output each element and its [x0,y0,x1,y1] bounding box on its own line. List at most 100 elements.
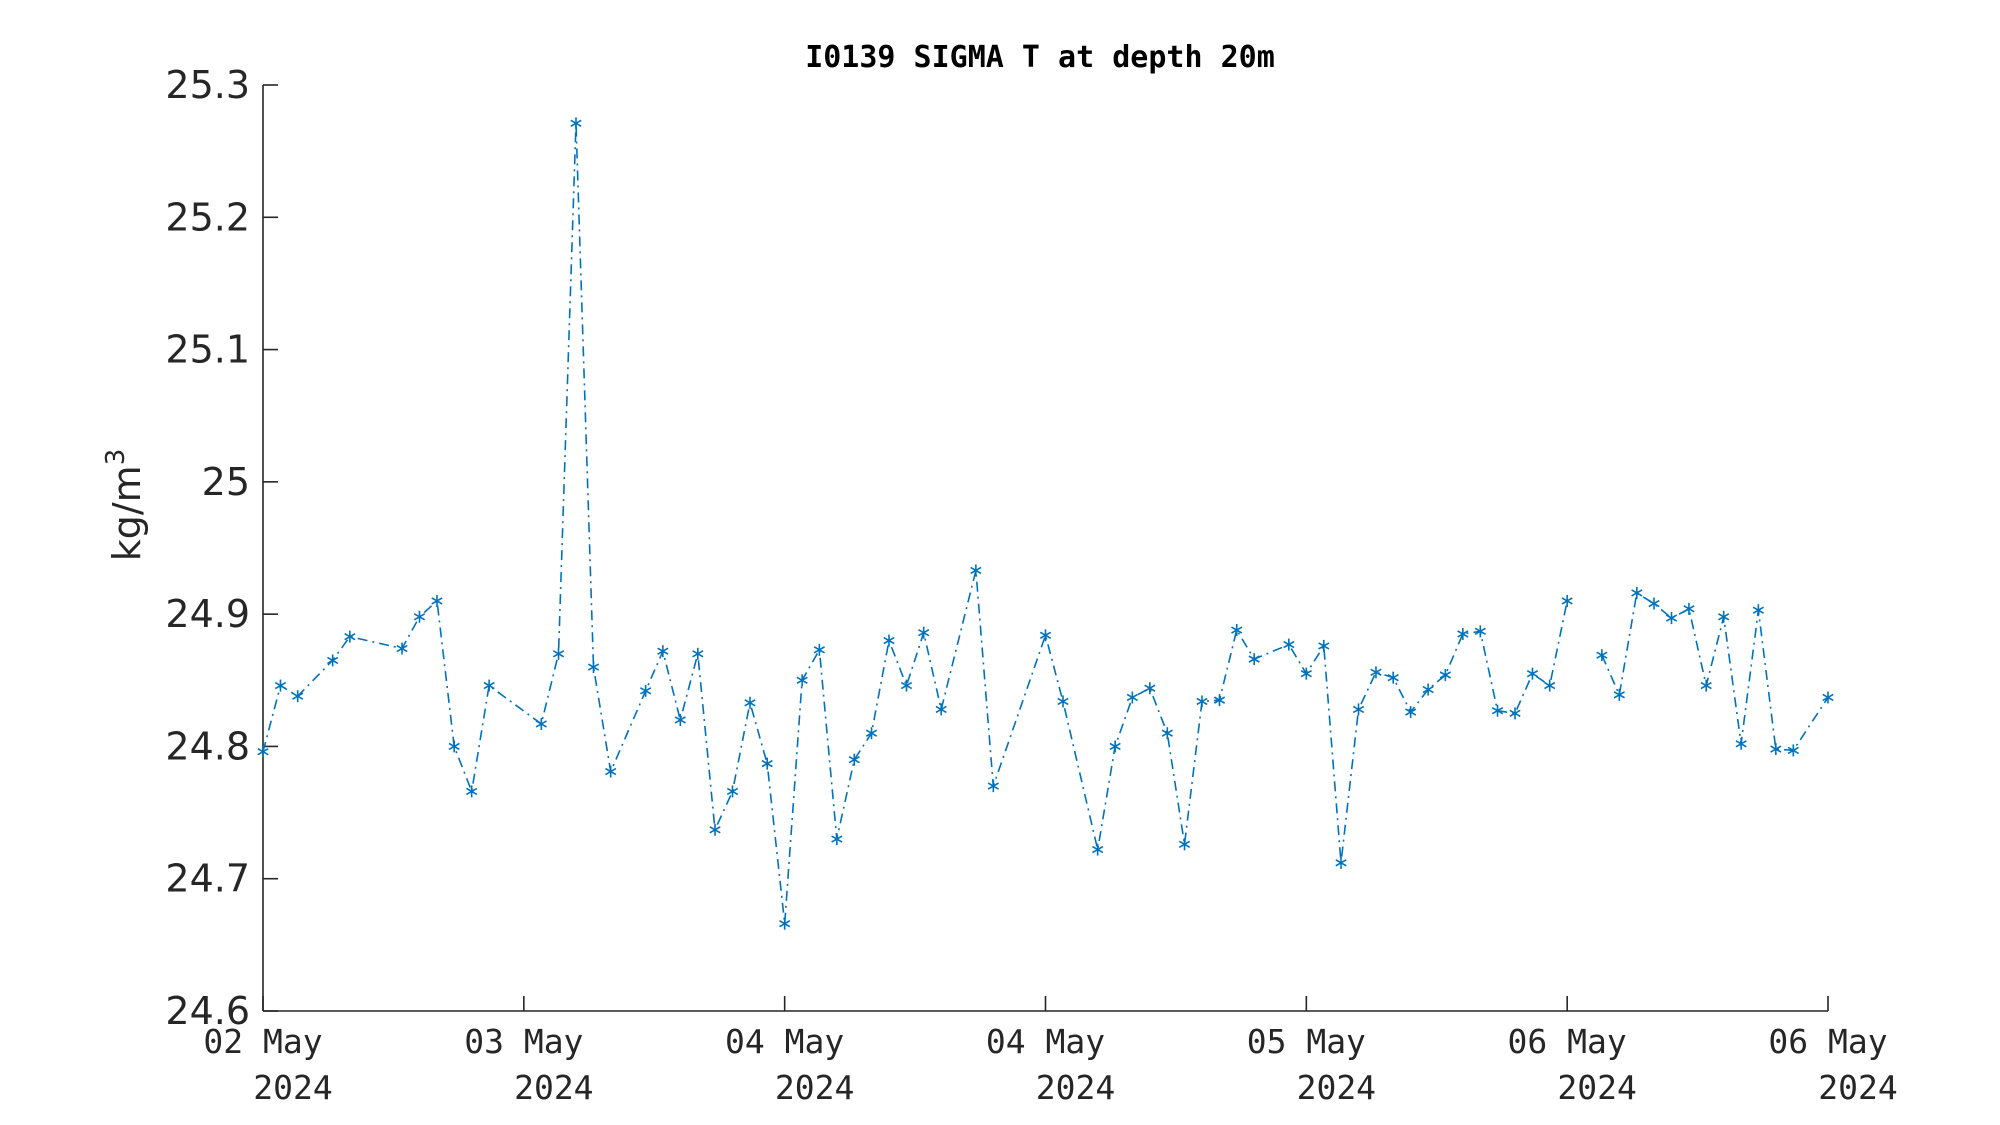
data-point [1439,668,1451,681]
data-point-stroke [1196,697,1208,706]
data-point-stroke [761,759,773,768]
y-tick-label: 25.2 [165,195,250,239]
data-point-stroke [692,650,704,658]
x-tick-label-date: 06 May [1508,1022,1627,1061]
x-tick-label-year: 2024 [253,1068,332,1107]
data-point [1631,586,1643,599]
data-point [1057,695,1069,708]
data-point [1109,740,1121,753]
data-point-stroke [605,767,617,776]
data-point [483,679,495,692]
data-point-stroke [918,628,930,637]
data-point [535,717,547,730]
data-point-stroke [1491,707,1504,715]
data-point [640,684,652,697]
data-point [883,634,895,647]
data-point-stroke [1683,605,1695,613]
data-point-stroke [1439,671,1451,679]
x-tick-label-date: 02 May [203,1022,322,1061]
data-point [1231,624,1243,637]
data-point [865,727,878,740]
data-point [570,117,582,130]
data-point-stroke [970,566,982,575]
data-point-stroke [987,782,999,790]
data-point-stroke [726,787,739,796]
data-point [396,642,408,655]
data-point [1787,744,1799,757]
data-point-stroke [1422,685,1434,694]
data-point [1648,597,1660,610]
data-point-stroke [1300,669,1312,678]
data-point [552,647,565,660]
data-point [1474,625,1486,638]
data-point-stroke [1335,859,1347,867]
data-point-stroke [1039,631,1052,640]
data-point [1770,743,1782,756]
data-point-stroke [1648,599,1660,608]
data-point [1822,691,1834,704]
data-point-stroke [1752,606,1764,614]
data-point-stroke [1352,705,1365,714]
data-point [796,674,808,687]
x-tick-label-date: 04 May [725,1022,844,1061]
data-point [1752,604,1764,617]
data-point [1613,688,1625,701]
data-point-stroke [1387,673,1399,682]
data-point [726,785,739,798]
data-point-stroke [1318,642,1330,650]
x-tick-label-year: 2024 [1818,1068,1897,1107]
data-point-stroke [1213,696,1226,704]
x-tick-label-year: 2024 [1557,1068,1636,1107]
data-point-stroke [1474,627,1486,636]
y-tick-label: 24.7 [165,857,250,901]
data-point [1248,653,1260,666]
data-point [1318,639,1330,652]
data-point [1718,610,1730,623]
data-point-stroke [640,687,652,695]
series-line [262,123,1568,924]
data-point-stroke [883,636,895,645]
data-point-stroke [1665,614,1678,622]
data-point-stroke [1057,697,1069,706]
data-series [257,117,1834,930]
data-point-stroke [274,681,287,690]
y-axis-label-unit: kg/m [105,465,149,561]
data-point-stroke [535,720,547,728]
data-point [1735,737,1747,750]
data-point [1178,838,1191,851]
y-tick-label: 24.8 [165,724,250,768]
data-point-stroke [466,787,478,796]
data-point-stroke [1370,668,1382,677]
x-tick-label-date: 03 May [464,1022,583,1061]
x-tick-label-year: 2024 [514,1068,593,1107]
data-point-stroke [431,597,443,605]
data-point [900,679,913,692]
data-point-stroke [413,613,426,621]
chart-title: I0139 SIGMA T at depth 20m [805,40,1275,75]
data-point-stroke [1544,681,1556,690]
series-line [1601,591,1829,752]
data-point-stroke [396,644,408,653]
data-point [587,661,600,674]
y-axis-ticks: 24.6 24.7 24.8 24.9 25 25.1 25.2 25.3 [165,63,278,1033]
x-tick-label-date: 06 May [1768,1022,1887,1061]
data-point-stroke [779,919,791,928]
y-tick-label: 25.1 [165,328,250,372]
data-point [1352,703,1365,716]
data-point-stroke [1178,840,1191,849]
data-point-stroke [1735,740,1747,748]
data-point-stroke [848,755,860,764]
data-point [292,690,304,703]
data-point [813,643,825,656]
y-tick-label: 24.6 [165,989,250,1033]
data-point [274,679,287,692]
data-point-stroke [570,119,582,128]
data-point-stroke [744,699,756,707]
data-point-stroke [587,663,600,671]
data-point-stroke [1787,746,1799,755]
data-point-stroke [796,676,808,684]
data-point-stroke [1283,640,1295,649]
data-point-stroke [1457,630,1469,638]
data-point-stroke [674,716,686,724]
data-point-stroke [448,742,460,751]
